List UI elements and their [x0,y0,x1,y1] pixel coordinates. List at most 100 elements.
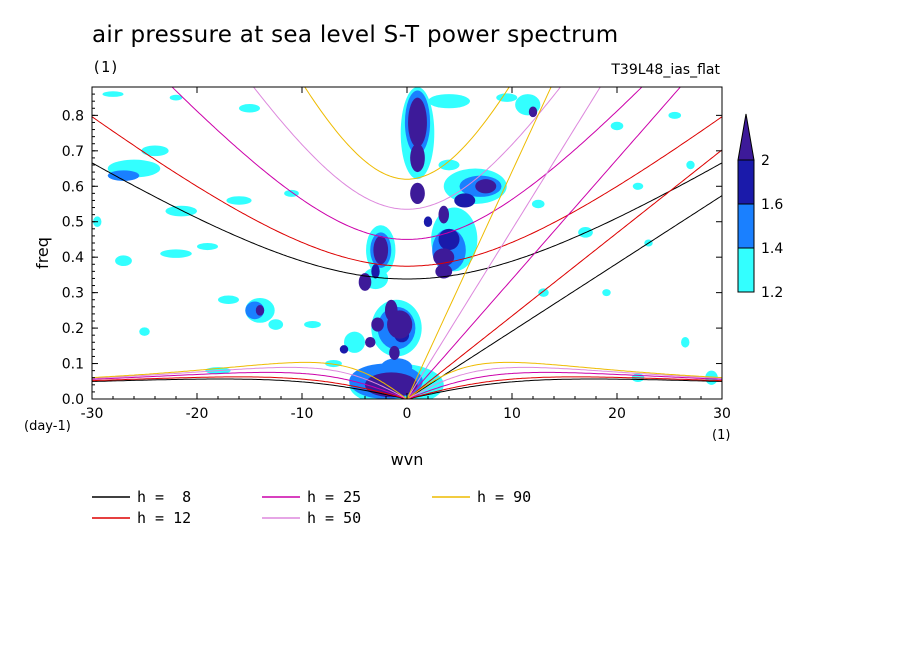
contour-region [410,143,425,173]
contour-region [107,170,140,181]
contour-region [365,372,418,398]
ig-curve [171,87,643,240]
contour-region [255,305,265,316]
contour-region [373,235,389,265]
contour-region [387,310,413,339]
contour-region [226,196,252,205]
y-tick-label: 0.5 [62,215,84,231]
legend: h = 8 h = 12 h = 25 h = 50 h = 90 [92,488,531,527]
x-tick-label: -30 [81,406,104,422]
y-unit-label: (day-1) [24,419,71,434]
colorbar-label: 1.6 [761,197,783,213]
kelvin-curve [406,195,722,399]
power-contours [93,87,718,399]
colorbar-label: 1.4 [761,241,783,257]
contour-region [538,288,549,297]
contour-region [102,91,124,97]
contour-region [358,273,372,291]
contour-region [408,97,427,148]
contour-region [610,121,624,131]
contour-region [169,94,183,101]
ig-curve [92,116,722,267]
colorbar: 1.2 1.4 1.6 2 [737,113,783,301]
x-tick-label: 10 [503,406,521,422]
ig-curve [252,87,562,210]
contour-region [115,255,132,267]
contour-region [365,336,376,348]
contour-region [239,104,260,113]
contour-region [165,205,197,217]
colorbar-segment [737,247,755,293]
contour-region [371,317,384,332]
rossby-curve [92,366,722,399]
colorbar-arrow [737,113,755,161]
contour-region [380,358,413,376]
contour-region [632,182,644,190]
contour-region [268,319,284,330]
y-tick-label: 0.6 [62,179,84,195]
contour-region [602,289,611,297]
contour-region [139,327,150,336]
legend-label: h = 50 [307,509,361,527]
kelvin-curve [406,149,722,399]
colorbar-label: 1.2 [761,285,783,301]
kelvin-curve [406,87,552,399]
ig-curve [92,162,722,280]
x-tick-label: -10 [291,406,314,422]
rossby-curve [92,378,722,399]
x-tick-label: -20 [186,406,209,422]
contour-region [389,345,400,360]
colorbar-segment [737,159,755,205]
y-tick-label: 0.8 [62,108,84,124]
contour-region [344,331,365,353]
contour-region [218,295,239,304]
contour-region [339,345,349,354]
contour-region [304,321,321,329]
x-axis-label: wvn [391,450,424,469]
legend-label: h = 25 [307,488,361,506]
rossby-curve [92,361,722,399]
kelvin-curve [406,87,601,399]
contour-region [528,106,538,118]
title-unit: (1) [92,58,120,76]
contour-region [496,93,518,102]
y-tick-label: 0.4 [62,250,84,266]
chart-title: air pressure at sea level S-T power spec… [92,22,619,48]
kelvin-curve [406,87,682,399]
contour-region [438,159,460,171]
ig-curve [304,87,510,180]
y-tick-label: 0.3 [62,286,84,302]
contour-region [475,179,497,194]
x-tick-label: 20 [608,406,626,422]
rossby-curve [92,376,722,399]
legend-label: h = 90 [477,488,531,506]
contour-region [531,199,545,209]
y-axis-label: freq [33,237,52,269]
y-tick-label: 0.0 [62,392,84,408]
legend-label: h = 8 [137,488,191,506]
contour-region [160,249,192,258]
contour-region [435,264,453,279]
contour-region [681,336,690,348]
x-tick-label: 0 [403,406,412,422]
colorbar-segment [737,203,755,249]
x-unit-label: (1) [712,428,730,443]
y-tick-label: 0.7 [62,144,84,160]
contour-region [428,94,470,109]
axes: -30 -20 -10 0 10 20 30 0.0 0.1 0.2 0.3 0.4 0.5 0.6 0.7… [24,87,731,469]
contour-region [423,216,433,228]
contour-region [410,182,425,204]
contour-region [141,145,169,157]
contour-region [454,193,476,208]
x-tick-label: 30 [713,406,731,422]
contour-region [197,243,218,251]
contour-region [438,205,449,224]
y-tick-label: 0.1 [62,357,84,373]
rossby-curve [92,371,722,399]
contour-region [668,111,682,119]
chart-subtitle: T39L48_ias_flat [611,62,720,78]
y-tick-label: 0.2 [62,321,84,337]
contour-region [686,160,695,170]
legend-label: h = 12 [137,509,191,527]
